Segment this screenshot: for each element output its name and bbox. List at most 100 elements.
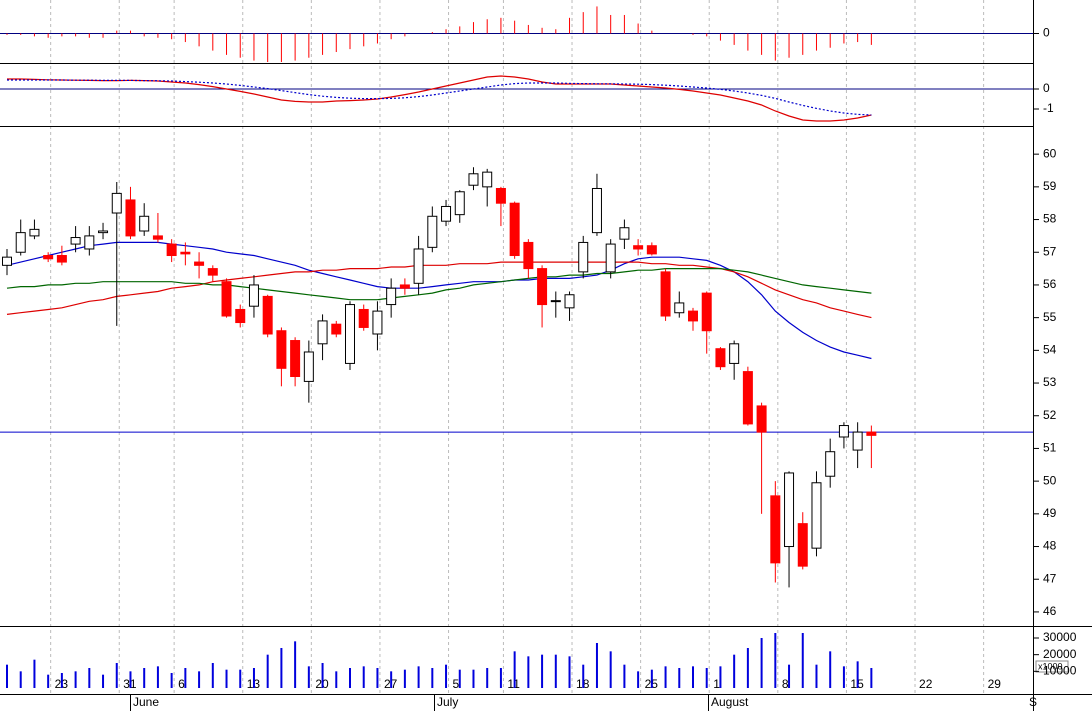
candle-body	[2, 256, 12, 266]
x-tick-label: 5	[453, 677, 460, 691]
candle-body	[111, 192, 122, 214]
candle-body	[564, 294, 575, 309]
month-label: July	[437, 695, 458, 709]
candle-body	[413, 248, 424, 284]
candle-body	[646, 245, 657, 255]
candle-body	[56, 255, 67, 263]
y-tick-label: -1	[1043, 101, 1054, 115]
candle-body	[345, 304, 355, 364]
line-series	[6, 241, 872, 360]
candle-body	[276, 330, 287, 369]
candle-body	[29, 228, 40, 237]
candle-body	[70, 237, 81, 245]
candle-body	[262, 295, 273, 335]
candle-body	[166, 243, 177, 257]
candle-body	[221, 281, 232, 317]
y-tick-label: 56	[1043, 277, 1057, 291]
candle-body	[43, 255, 54, 260]
candle-body	[784, 472, 795, 548]
candle-body	[729, 343, 740, 364]
candle-body	[688, 310, 698, 322]
candle-body	[866, 431, 877, 436]
y-tick-label: 54	[1043, 343, 1057, 357]
y-tick-label: 55	[1043, 310, 1057, 324]
y-tick-label: 60	[1043, 146, 1057, 160]
y-tick-label: 52	[1043, 408, 1057, 422]
candle-body	[825, 451, 836, 477]
y-tick-label: 20000	[1043, 647, 1077, 661]
candle-body	[495, 187, 506, 204]
candle-body	[468, 173, 479, 186]
x-tick-label: 29	[988, 677, 1002, 691]
candle-body	[674, 302, 685, 314]
x-tick-label: 1	[713, 677, 720, 691]
candle-body	[207, 268, 218, 276]
y-tick-label: 10000	[1043, 664, 1077, 678]
month-label: August	[711, 695, 749, 709]
y-tick-label: 50	[1043, 473, 1057, 487]
candle-body	[578, 241, 589, 273]
candle-body	[125, 199, 136, 237]
y-tick-label: 0	[1043, 26, 1050, 40]
candle-body	[619, 227, 630, 240]
candle-body	[372, 310, 383, 335]
candle-body	[756, 405, 767, 433]
candle-body	[742, 371, 753, 425]
y-tick-label: 0	[1043, 81, 1050, 95]
candle-body	[358, 308, 369, 328]
month-label: S	[1029, 695, 1037, 709]
candle-body	[797, 523, 808, 567]
x-tick-label: 8	[782, 677, 789, 691]
candle-body	[427, 215, 438, 248]
candle-body	[523, 241, 534, 270]
candle-body	[482, 171, 493, 188]
candle-body	[633, 245, 644, 250]
candle-body	[701, 292, 712, 332]
y-tick-label: 49	[1043, 506, 1057, 520]
annotation-box	[1035, 660, 1069, 673]
annotation: x1000	[1038, 661, 1063, 671]
candle-body	[550, 300, 561, 303]
candle-body	[98, 230, 109, 234]
x-tick-label: 6	[178, 677, 185, 691]
y-tick-label: 30000	[1043, 630, 1077, 644]
candle-body	[715, 348, 726, 368]
grid	[50, 0, 985, 694]
y-tick-label: 48	[1043, 539, 1057, 553]
line-series	[6, 268, 872, 301]
candle-body	[852, 431, 863, 451]
candle-body	[454, 191, 465, 216]
candle-body	[84, 235, 95, 250]
y-tick-label: 53	[1043, 375, 1057, 389]
candle-body	[591, 187, 602, 234]
candle-body	[248, 284, 259, 307]
candle-body	[139, 215, 150, 232]
line-series	[7, 79, 872, 116]
y-tick-label: 59	[1043, 179, 1057, 193]
candle-body	[537, 268, 548, 306]
candle-body	[441, 205, 452, 222]
candle-body	[15, 232, 26, 253]
x-tick-label: 22	[919, 677, 933, 691]
candle-body	[811, 482, 822, 549]
candle-body	[386, 287, 397, 306]
y-tick-label: 47	[1043, 571, 1057, 585]
candle-body	[317, 320, 328, 345]
candle-body	[303, 351, 314, 382]
candle-body	[194, 261, 205, 266]
candle-body	[180, 251, 191, 255]
y-tick-label: 46	[1043, 604, 1057, 618]
candle-body	[235, 308, 246, 324]
candle-body	[399, 284, 410, 289]
candle-body	[152, 235, 163, 240]
candle-body	[290, 340, 301, 378]
candle-body	[838, 425, 849, 438]
candle-body	[331, 323, 342, 335]
month-label: June	[133, 695, 159, 709]
candle-body	[770, 495, 781, 564]
y-tick-label: 51	[1043, 441, 1057, 455]
candle-body	[509, 202, 520, 257]
candle-body	[660, 271, 671, 317]
